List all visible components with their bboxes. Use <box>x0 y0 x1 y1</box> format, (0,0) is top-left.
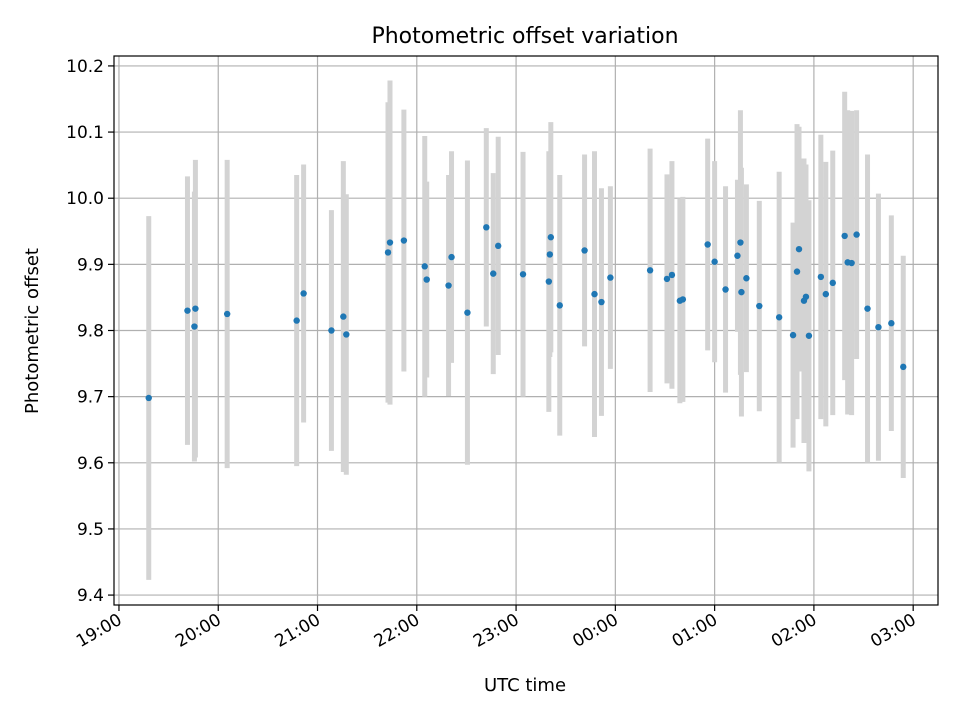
data-point <box>495 242 502 250</box>
x-tick-label: 01:00 <box>669 610 721 652</box>
data-point <box>805 332 813 339</box>
data-point <box>384 249 392 256</box>
data-point <box>679 296 687 303</box>
x-tick-label: 00:00 <box>569 610 621 652</box>
data-point <box>704 241 711 248</box>
data-point <box>300 290 307 297</box>
y-tick-label: 10.2 <box>66 57 104 77</box>
data-point <box>386 239 394 246</box>
data-point <box>668 271 676 279</box>
data-point <box>519 271 527 278</box>
data-point <box>340 313 347 320</box>
data-point <box>581 247 588 254</box>
data-point <box>328 327 335 334</box>
data-point <box>490 270 497 277</box>
y-tick-label: 9.5 <box>77 520 104 540</box>
data-point <box>421 263 428 270</box>
y-tick-label: 9.7 <box>77 388 104 408</box>
data-point <box>423 276 430 283</box>
data-point <box>853 231 860 238</box>
data-point <box>400 237 408 244</box>
data-point <box>191 323 198 330</box>
x-tick-label: 02:00 <box>768 610 820 652</box>
y-tick-label: 10.0 <box>66 189 104 209</box>
y-axis-ticks: 9.4 9.5 9.6 9.7 9.8 9.9 10.0 10.1 10.2 <box>66 57 114 606</box>
y-tick-label: 9.9 <box>77 255 104 275</box>
data-point <box>795 245 803 253</box>
data-point <box>822 290 830 298</box>
data-point <box>607 274 614 281</box>
y-tick-label: 9.6 <box>77 454 104 474</box>
x-axis-ticks: 19:00 20:00 21:00 22:00 23:00 00:00 01:00 02:00… <box>73 605 920 652</box>
data-point <box>546 251 554 258</box>
data-point <box>875 323 882 331</box>
x-tick-label: 19:00 <box>73 610 125 652</box>
data-point <box>448 253 455 261</box>
data-point <box>223 310 231 318</box>
x-tick-label: 23:00 <box>470 610 522 652</box>
data-point <box>711 258 718 265</box>
data-point <box>598 298 605 306</box>
data-point <box>464 309 471 316</box>
data-point <box>864 305 871 312</box>
data-point <box>737 239 744 246</box>
data-point <box>547 234 555 241</box>
x-tick-label: 20:00 <box>172 610 224 652</box>
y-tick-label: 10.1 <box>66 123 104 143</box>
data-point <box>734 252 741 259</box>
grid <box>114 56 938 605</box>
data-point <box>802 293 810 300</box>
data-point <box>545 278 553 285</box>
data-point <box>556 302 563 309</box>
data-point <box>722 286 729 293</box>
data-point <box>789 331 797 339</box>
data-point <box>343 331 350 338</box>
data-point <box>848 259 855 267</box>
data-point <box>293 317 300 324</box>
data-point <box>646 267 654 274</box>
data-point <box>793 268 801 275</box>
data-point <box>841 232 848 240</box>
data-point <box>192 305 199 312</box>
data-point <box>445 282 452 289</box>
y-tick-label: 9.8 <box>77 322 104 342</box>
x-tick-label: 22:00 <box>371 610 423 652</box>
data-point <box>738 288 745 296</box>
data-point <box>184 307 191 314</box>
data-point <box>756 302 763 310</box>
x-tick-label: 21:00 <box>272 610 324 652</box>
data-point <box>743 275 750 282</box>
y-tick-label: 9.4 <box>77 586 104 606</box>
data-point <box>829 279 836 287</box>
data-point <box>817 273 825 281</box>
data-point <box>888 320 895 327</box>
data-point <box>663 275 671 283</box>
data-points <box>145 224 907 402</box>
y-axis-label: Photometric offset <box>22 248 43 414</box>
data-point <box>900 363 907 371</box>
x-axis-label: UTC time <box>484 675 566 696</box>
data-point <box>483 224 490 231</box>
chart-title: Photometric offset variation <box>371 24 678 49</box>
data-point <box>775 314 783 321</box>
data-point <box>145 394 152 402</box>
x-tick-label: 03:00 <box>867 610 919 652</box>
data-point <box>591 290 598 298</box>
